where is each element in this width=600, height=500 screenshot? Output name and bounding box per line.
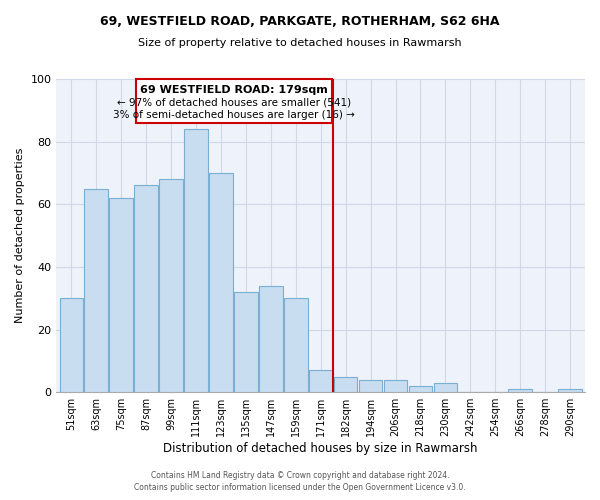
Bar (59, 298, 83, 392)
Bar (109, 198, 133, 392)
Text: 69 WESTFIELD ROAD: 179sqm: 69 WESTFIELD ROAD: 179sqm (140, 85, 328, 95)
Text: ← 97% of detached houses are smaller (541): ← 97% of detached houses are smaller (54… (117, 98, 351, 108)
Text: Size of property relative to detached houses in Rawmarsh: Size of property relative to detached ho… (138, 38, 462, 48)
Bar (334, 376, 358, 392)
Bar (508, 389, 532, 392)
Bar (409, 386, 432, 392)
Bar (284, 298, 308, 392)
FancyBboxPatch shape (136, 79, 332, 123)
Bar (359, 380, 382, 392)
Bar (159, 179, 183, 392)
Bar (184, 129, 208, 392)
Text: Contains HM Land Registry data © Crown copyright and database right 2024.
Contai: Contains HM Land Registry data © Crown c… (134, 471, 466, 492)
Bar (558, 389, 582, 392)
Bar (309, 370, 332, 392)
Bar (434, 383, 457, 392)
Bar (383, 380, 407, 392)
Bar (209, 173, 233, 392)
Bar (234, 292, 258, 392)
Bar (85, 188, 108, 392)
Text: 69, WESTFIELD ROAD, PARKGATE, ROTHERHAM, S62 6HA: 69, WESTFIELD ROAD, PARKGATE, ROTHERHAM,… (100, 15, 500, 28)
Bar (259, 286, 283, 392)
Bar (134, 186, 158, 392)
X-axis label: Distribution of detached houses by size in Rawmarsh: Distribution of detached houses by size … (163, 442, 478, 455)
Text: 3% of semi-detached houses are larger (16) →: 3% of semi-detached houses are larger (1… (113, 110, 355, 120)
Y-axis label: Number of detached properties: Number of detached properties (15, 148, 25, 324)
